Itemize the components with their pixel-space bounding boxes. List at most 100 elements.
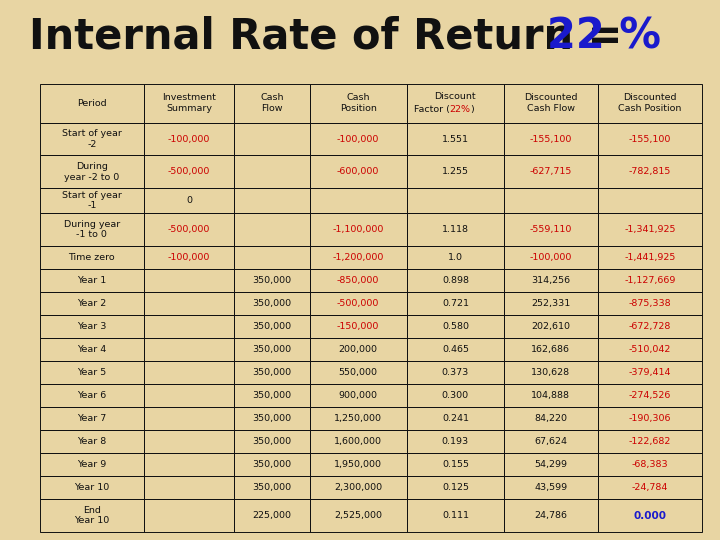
Bar bbox=[234, 384, 310, 407]
Text: 0.000: 0.000 bbox=[634, 510, 666, 521]
Bar bbox=[310, 269, 407, 292]
Bar bbox=[598, 453, 702, 476]
Text: 0.125: 0.125 bbox=[442, 483, 469, 492]
Bar bbox=[234, 453, 310, 476]
Text: 0.898: 0.898 bbox=[442, 276, 469, 285]
Bar bbox=[504, 499, 598, 532]
Bar bbox=[407, 213, 504, 246]
Text: Year 5: Year 5 bbox=[77, 368, 107, 377]
Bar bbox=[407, 292, 504, 315]
Text: Year 1: Year 1 bbox=[77, 276, 107, 285]
Text: -1,341,925: -1,341,925 bbox=[624, 225, 675, 234]
Text: -1,100,000: -1,100,000 bbox=[333, 225, 384, 234]
Text: 84,220: 84,220 bbox=[534, 414, 567, 423]
Text: 130,628: 130,628 bbox=[531, 368, 570, 377]
Text: 0.155: 0.155 bbox=[442, 460, 469, 469]
Text: 1.255: 1.255 bbox=[442, 167, 469, 177]
Text: Investment
Summary: Investment Summary bbox=[162, 93, 216, 113]
Text: -150,000: -150,000 bbox=[337, 322, 379, 331]
Bar bbox=[504, 315, 598, 338]
Text: 2,300,000: 2,300,000 bbox=[334, 483, 382, 492]
Text: 22%: 22% bbox=[449, 105, 471, 113]
Bar bbox=[310, 123, 407, 156]
Text: 350,000: 350,000 bbox=[252, 368, 292, 377]
Bar bbox=[504, 430, 598, 453]
Text: 2,525,000: 2,525,000 bbox=[334, 511, 382, 520]
Bar bbox=[40, 213, 144, 246]
Text: -500,000: -500,000 bbox=[168, 167, 210, 177]
Bar bbox=[598, 384, 702, 407]
Bar bbox=[40, 269, 144, 292]
Text: -500,000: -500,000 bbox=[168, 225, 210, 234]
Bar bbox=[504, 292, 598, 315]
Text: Cash
Position: Cash Position bbox=[340, 93, 377, 113]
Text: Year 8: Year 8 bbox=[77, 437, 107, 446]
Bar bbox=[504, 213, 598, 246]
Text: -379,414: -379,414 bbox=[629, 368, 671, 377]
Bar bbox=[310, 453, 407, 476]
Text: 54,299: 54,299 bbox=[534, 460, 567, 469]
Bar bbox=[310, 476, 407, 499]
Text: -274,526: -274,526 bbox=[629, 391, 671, 400]
Text: 67,624: 67,624 bbox=[534, 437, 567, 446]
Text: Year 3: Year 3 bbox=[77, 322, 107, 331]
Bar bbox=[234, 292, 310, 315]
Bar bbox=[407, 476, 504, 499]
Text: Year 6: Year 6 bbox=[77, 391, 107, 400]
Bar bbox=[598, 292, 702, 315]
Text: Year 4: Year 4 bbox=[77, 345, 107, 354]
Bar bbox=[144, 499, 234, 532]
Text: 1.0: 1.0 bbox=[448, 253, 463, 262]
Bar bbox=[598, 123, 702, 156]
Text: 550,000: 550,000 bbox=[338, 368, 378, 377]
Text: -875,338: -875,338 bbox=[629, 299, 671, 308]
Text: During year
-1 to 0: During year -1 to 0 bbox=[63, 220, 120, 239]
Text: 252,331: 252,331 bbox=[531, 299, 570, 308]
Bar bbox=[144, 246, 234, 269]
Bar bbox=[504, 361, 598, 384]
Bar bbox=[504, 84, 598, 123]
Text: Start of year
-1: Start of year -1 bbox=[62, 191, 122, 210]
Text: -559,110: -559,110 bbox=[530, 225, 572, 234]
Text: Start of year
-2: Start of year -2 bbox=[62, 130, 122, 148]
Bar bbox=[234, 430, 310, 453]
Bar bbox=[407, 361, 504, 384]
Bar bbox=[310, 407, 407, 430]
Bar bbox=[504, 476, 598, 499]
Text: 202,610: 202,610 bbox=[531, 322, 570, 331]
Text: Factor (: Factor ( bbox=[414, 105, 449, 113]
Text: 104,888: 104,888 bbox=[531, 391, 570, 400]
Bar bbox=[234, 269, 310, 292]
Bar bbox=[310, 338, 407, 361]
Text: -100,000: -100,000 bbox=[530, 253, 572, 262]
Bar bbox=[40, 123, 144, 156]
Text: 0.300: 0.300 bbox=[442, 391, 469, 400]
Bar bbox=[234, 246, 310, 269]
Bar bbox=[598, 213, 702, 246]
Text: 350,000: 350,000 bbox=[252, 391, 292, 400]
Bar bbox=[40, 361, 144, 384]
Text: -1,127,669: -1,127,669 bbox=[624, 276, 675, 285]
Text: 1.551: 1.551 bbox=[442, 134, 469, 144]
Bar bbox=[40, 246, 144, 269]
Text: 350,000: 350,000 bbox=[252, 437, 292, 446]
Bar bbox=[40, 188, 144, 213]
Text: 350,000: 350,000 bbox=[252, 414, 292, 423]
Text: 350,000: 350,000 bbox=[252, 483, 292, 492]
Bar bbox=[407, 407, 504, 430]
Text: 0.580: 0.580 bbox=[442, 322, 469, 331]
Text: -600,000: -600,000 bbox=[337, 167, 379, 177]
Text: -190,306: -190,306 bbox=[629, 414, 671, 423]
Text: Year 7: Year 7 bbox=[77, 414, 107, 423]
Bar bbox=[144, 384, 234, 407]
Bar bbox=[234, 338, 310, 361]
Bar bbox=[598, 338, 702, 361]
Text: -1,200,000: -1,200,000 bbox=[333, 253, 384, 262]
Bar bbox=[40, 292, 144, 315]
Bar bbox=[144, 407, 234, 430]
Text: -155,100: -155,100 bbox=[530, 134, 572, 144]
Text: -627,715: -627,715 bbox=[530, 167, 572, 177]
Text: -122,682: -122,682 bbox=[629, 437, 671, 446]
Text: End
Year 10: End Year 10 bbox=[74, 506, 109, 525]
Bar bbox=[598, 269, 702, 292]
